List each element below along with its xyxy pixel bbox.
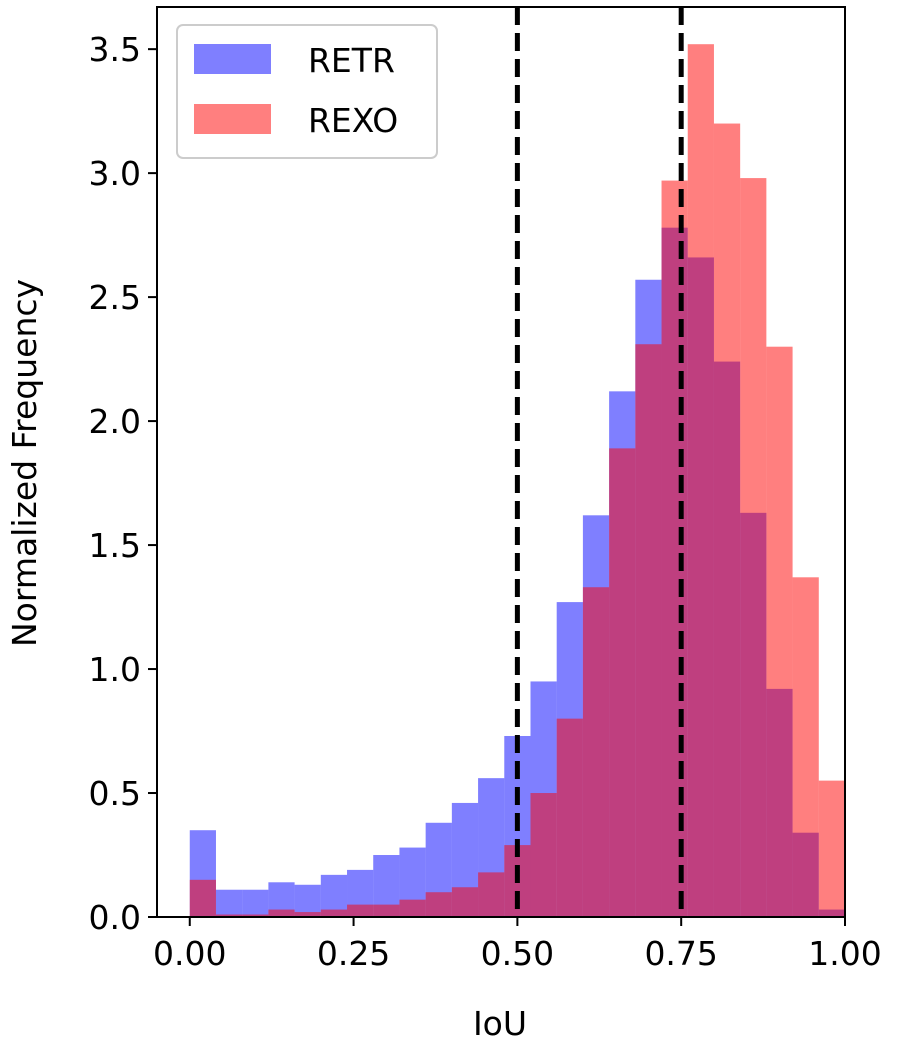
legend-label-retr: RETR — [308, 41, 395, 80]
bar-rexo-24 — [818, 780, 845, 917]
y-tick-label: 0.0 — [89, 898, 141, 937]
bar-rexo-19 — [687, 44, 714, 917]
x-ticks: 0.00 0.25 0.50 0.75 1.00 — [153, 917, 882, 973]
bar-rexo-17 — [635, 344, 662, 917]
plot-frame — [156, 6, 846, 918]
x-tick-label: 0.50 — [481, 934, 554, 973]
bar-rexo-3 — [268, 909, 295, 917]
y-tick-label: 2.5 — [89, 278, 141, 317]
x-tick-label: 1.00 — [808, 934, 881, 973]
y-tick-label: 3.0 — [89, 154, 141, 193]
bar-retr-2 — [242, 889, 269, 917]
bar-retr-1 — [215, 889, 243, 917]
y-tick-label: 3.5 — [89, 30, 141, 69]
y-tick-label: 0.5 — [89, 774, 141, 813]
y-ticks: 0.0 0.5 1.0 1.5 2.0 2.5 3.0 3.5 — [89, 30, 157, 937]
bar-rexo-15 — [582, 587, 610, 917]
bar-rexo-6 — [347, 904, 374, 917]
y-tick-label: 1.0 — [89, 650, 141, 689]
bar-rexo-18 — [661, 180, 688, 918]
bar-rexo-20 — [713, 123, 741, 918]
y-tick-label: 2.0 — [89, 402, 141, 441]
y-tick-label: 1.5 — [89, 526, 141, 565]
legend: RETR REXO — [176, 24, 438, 159]
bar-rexo-14 — [556, 718, 583, 917]
bar-rexo-22 — [766, 346, 793, 917]
x-tick-label: 0.00 — [153, 934, 226, 973]
bar-rexo-0 — [189, 879, 216, 917]
bar-rexo-5 — [320, 909, 348, 917]
bar-rexo-4 — [294, 912, 321, 917]
bar-rexo-7 — [373, 904, 400, 917]
bar-rexo-11 — [478, 872, 505, 917]
bar-rexo-21 — [740, 178, 767, 918]
bar-rexo-2 — [242, 914, 269, 917]
bar-retr-4 — [294, 884, 321, 917]
bar-rexo-10 — [451, 887, 479, 917]
bar-rexo-8 — [399, 899, 426, 917]
x-tick-label: 0.25 — [317, 934, 390, 973]
bar-rexo-9 — [425, 892, 452, 917]
bar-rexo-23 — [792, 577, 819, 917]
legend-label-rexo: REXO — [308, 101, 398, 140]
x-axis-label: IoU — [473, 1004, 527, 1043]
bar-rexo-13 — [530, 793, 557, 917]
legend-swatch-retr — [194, 44, 271, 74]
axes — [156, 6, 846, 918]
reference-lines — [514, 7, 684, 917]
legend-swatch-rexo — [194, 104, 271, 134]
y-axis-label: Normalized Frequency — [5, 279, 44, 647]
x-tick-label: 0.75 — [644, 934, 717, 973]
bar-rexo-16 — [609, 448, 636, 917]
bar-rexo-1 — [215, 914, 243, 917]
